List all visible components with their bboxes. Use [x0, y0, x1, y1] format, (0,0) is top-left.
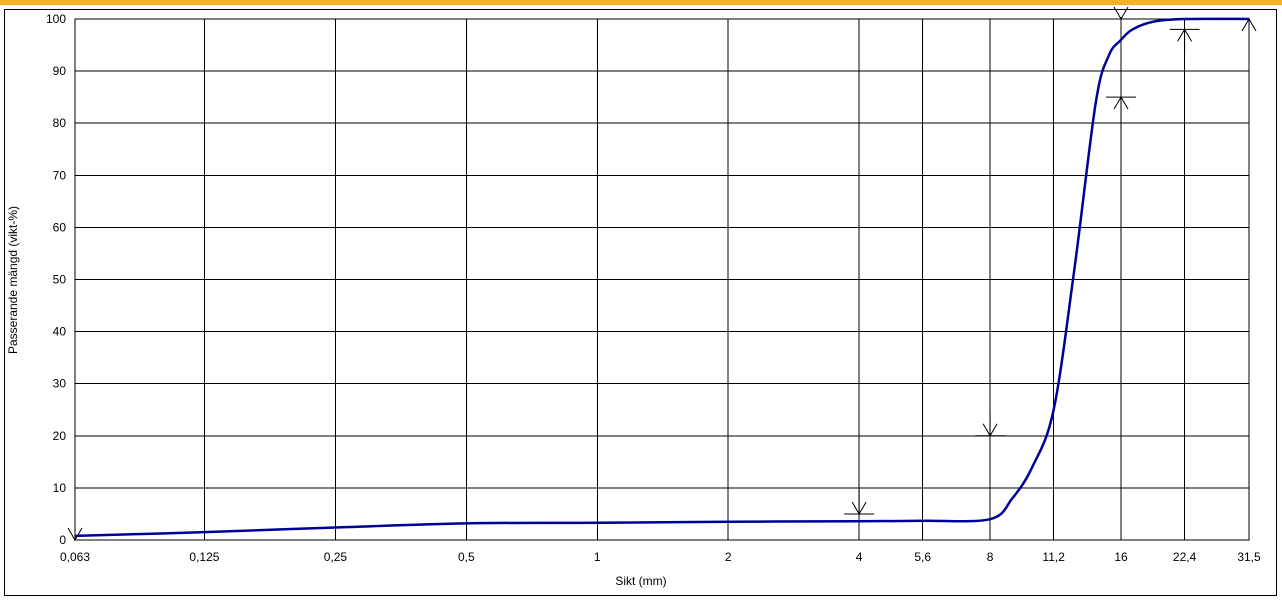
limit-marker-arrow	[1177, 28, 1193, 54]
limit-marker-arrow	[1113, 6, 1129, 20]
y-tick-label: 20	[53, 429, 67, 443]
y-tick-label: 100	[46, 12, 66, 26]
top-accent-bar	[0, 0, 1282, 5]
limit-marker	[1106, 6, 1137, 20]
series-line	[74, 17, 1250, 538]
x-tick-label: 0,125	[189, 550, 219, 564]
y-tick-label: 50	[53, 273, 67, 287]
y-tick-label: 70	[53, 168, 67, 182]
x-tick-label: 22,4	[1173, 550, 1197, 564]
y-tick-label: 60	[53, 220, 67, 234]
y-axis-label: Passerande mängd (vikt-%)	[6, 205, 20, 355]
limit-markers	[67, 6, 1257, 541]
plot-border	[74, 18, 1250, 541]
x-tick-label: 1	[594, 550, 601, 564]
limit-marker-arrow	[982, 411, 998, 437]
x-axis-label: Sikt (mm)	[615, 574, 667, 588]
y-tick-label: 90	[53, 64, 67, 78]
series-layer	[74, 17, 1250, 538]
x-tick-label: 11,2	[1042, 550, 1065, 564]
limit-marker-arrow	[1113, 96, 1129, 122]
x-tick-label: 16	[1114, 550, 1128, 564]
y-tick-label: 30	[53, 377, 67, 391]
x-tick-label: 0,063	[60, 550, 90, 564]
limit-marker	[975, 411, 1006, 437]
x-tick-labels: 0,063 0,125 0,25 0,5 1 2 4 5,6 8 11,2 16 22,4 31,5	[60, 550, 1261, 564]
limit-marker	[1106, 96, 1137, 122]
x-tick-label: 31,5	[1237, 550, 1261, 564]
y-tick-labels: 0 10 20 30 40 50 60 70 80 90 100	[46, 12, 66, 547]
x-tick-label: 0,5	[458, 550, 475, 564]
x-tick-label: 8	[987, 550, 994, 564]
limit-marker	[1241, 18, 1257, 43]
x-tick-label: 4	[856, 550, 863, 564]
y-tick-label: 0	[59, 533, 66, 547]
limit-marker-arrow	[851, 489, 867, 515]
limit-marker	[67, 516, 83, 541]
x-tick-label: 2	[725, 550, 732, 564]
limit-marker-arrow	[67, 516, 83, 541]
y-tick-label: 40	[53, 325, 67, 339]
x-tick-label: 0,25	[324, 550, 348, 564]
chart-frame	[4, 9, 1277, 596]
limit-marker-arrow	[1241, 18, 1257, 43]
x-tick-label: 5,6	[914, 550, 931, 564]
limit-marker	[1169, 28, 1200, 54]
limit-marker	[844, 489, 875, 515]
y-tick-label: 10	[53, 481, 67, 495]
y-tick-label: 80	[53, 116, 67, 130]
